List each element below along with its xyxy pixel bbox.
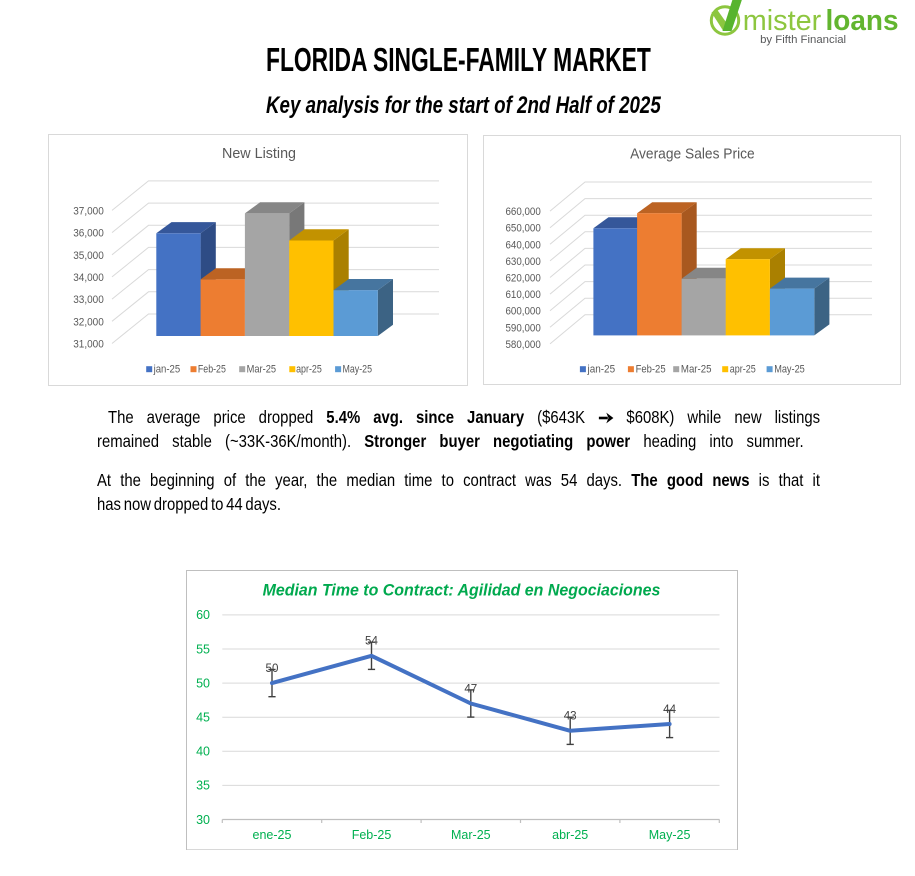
svg-text:31,000: 31,000 — [73, 339, 104, 351]
svg-text:50: 50 — [266, 662, 279, 675]
svg-text:Feb-25: Feb-25 — [198, 363, 226, 375]
svg-text:44: 44 — [663, 703, 676, 716]
svg-text:35: 35 — [196, 779, 210, 793]
svg-text:Mar-25: Mar-25 — [247, 363, 277, 375]
svg-text:jan-25: jan-25 — [153, 363, 180, 375]
svg-text:54: 54 — [365, 635, 378, 648]
svg-text:ene-25: ene-25 — [253, 828, 292, 842]
svg-text:47: 47 — [464, 682, 477, 695]
svg-text:55: 55 — [196, 642, 210, 656]
svg-text:43: 43 — [564, 710, 577, 723]
svg-text:Mar-25: Mar-25 — [681, 363, 712, 375]
svg-text:32,000: 32,000 — [73, 316, 104, 328]
svg-text:50: 50 — [196, 676, 210, 690]
svg-text:600,000: 600,000 — [506, 306, 541, 318]
svg-text:580,000: 580,000 — [506, 339, 541, 351]
svg-text:650,000: 650,000 — [506, 223, 541, 235]
svg-text:loans: loans — [826, 5, 899, 37]
svg-text:37,000: 37,000 — [73, 205, 104, 217]
svg-text:apr-25: apr-25 — [730, 363, 756, 375]
svg-text:660,000: 660,000 — [506, 206, 541, 218]
svg-text:Average Sales Price: Average Sales Price — [630, 146, 755, 162]
svg-text:by Fifth Financial: by Fifth Financial — [760, 34, 846, 46]
svg-text:33,000: 33,000 — [73, 294, 104, 306]
svg-text:Feb-25: Feb-25 — [352, 828, 392, 842]
svg-text:640,000: 640,000 — [506, 239, 541, 251]
svg-text:620,000: 620,000 — [506, 273, 541, 285]
svg-text:36,000: 36,000 — [73, 228, 104, 240]
svg-text:New Listing: New Listing — [222, 146, 296, 162]
svg-text:May-25: May-25 — [774, 363, 805, 375]
svg-text:630,000: 630,000 — [506, 256, 541, 268]
svg-text:Feb-25: Feb-25 — [636, 363, 666, 375]
svg-text:Mar-25: Mar-25 — [451, 828, 491, 842]
svg-text:34,000: 34,000 — [73, 272, 104, 284]
svg-text:apr-25: apr-25 — [296, 363, 322, 375]
svg-text:mister: mister — [743, 5, 822, 37]
svg-text:30: 30 — [196, 813, 210, 827]
svg-text:May-25: May-25 — [343, 363, 373, 375]
svg-text:60: 60 — [196, 608, 210, 622]
svg-text:40: 40 — [196, 745, 210, 759]
svg-text:45: 45 — [196, 711, 210, 725]
svg-text:May-25: May-25 — [649, 828, 691, 842]
svg-text:610,000: 610,000 — [506, 289, 541, 301]
svg-text:jan-25: jan-25 — [587, 363, 616, 375]
svg-text:590,000: 590,000 — [506, 322, 541, 334]
svg-text:35,000: 35,000 — [73, 250, 104, 262]
svg-text:Median Time to Contract: Agili: Median Time to Contract: Agilidad en Neg… — [263, 581, 661, 600]
svg-text:abr-25: abr-25 — [552, 828, 588, 842]
